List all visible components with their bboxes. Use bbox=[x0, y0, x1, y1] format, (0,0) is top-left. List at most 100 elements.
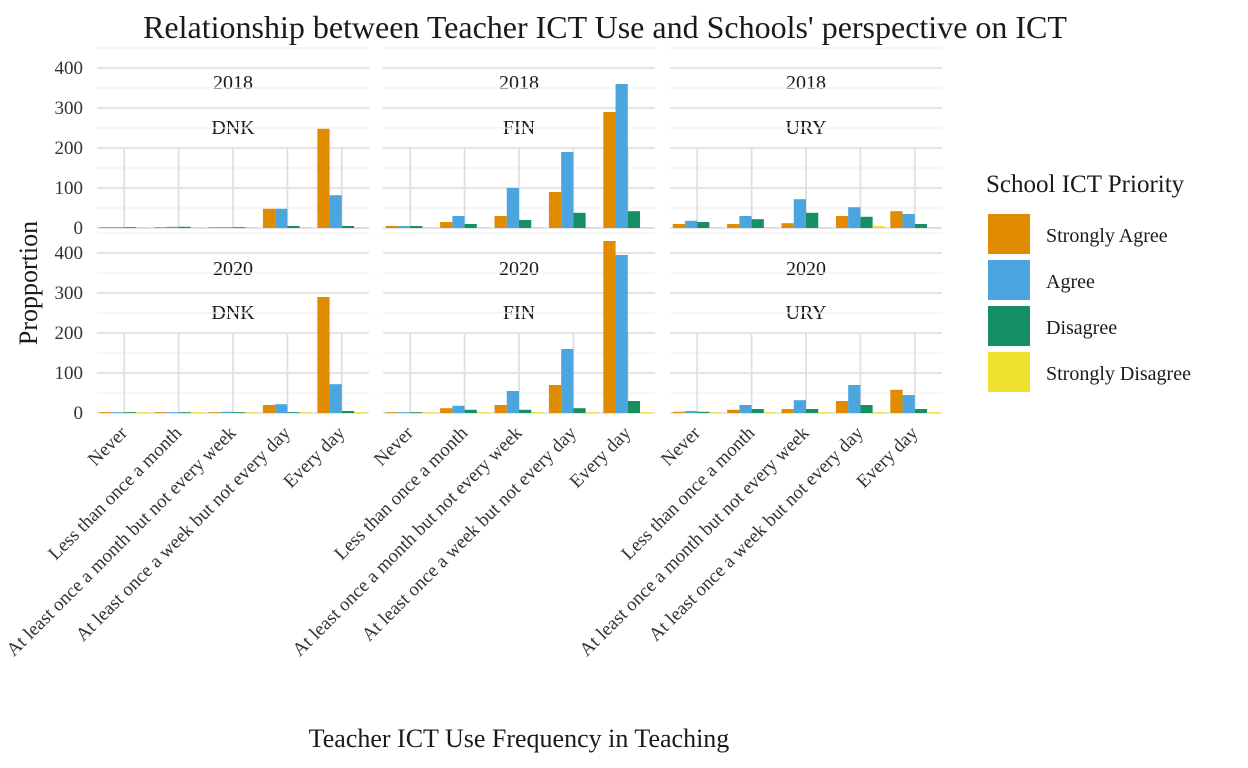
bar-agree bbox=[111, 227, 125, 228]
bar-strongly-disagree bbox=[640, 227, 653, 228]
legend-label: Disagree bbox=[1046, 317, 1117, 339]
legend-key bbox=[988, 306, 1030, 346]
bar-disagree bbox=[178, 412, 191, 413]
bar-disagree bbox=[233, 227, 246, 228]
bar-disagree bbox=[124, 227, 137, 228]
bar-agree bbox=[615, 255, 628, 413]
bar-disagree bbox=[751, 219, 764, 228]
bar-strongly-agree bbox=[781, 409, 794, 413]
legend-key bbox=[988, 352, 1030, 392]
strip-year: 2020 bbox=[499, 258, 539, 280]
bar-strongly-agree bbox=[99, 227, 112, 228]
bar-agree bbox=[684, 411, 698, 413]
legend-label: Strongly Disagree bbox=[1046, 363, 1191, 385]
bar-agree bbox=[452, 405, 465, 413]
bar-agree bbox=[506, 188, 519, 228]
bar-strongly-disagree bbox=[763, 412, 777, 413]
bar-disagree bbox=[806, 212, 819, 228]
bar-strongly-agree bbox=[317, 128, 330, 228]
bar-disagree bbox=[410, 226, 423, 228]
bar-strongly-agree bbox=[672, 411, 685, 413]
bar-disagree bbox=[341, 411, 355, 413]
bar-disagree bbox=[627, 211, 641, 228]
bar-agree bbox=[329, 195, 342, 228]
legend-title: School ICT Priority bbox=[986, 171, 1185, 198]
bar-disagree bbox=[410, 412, 423, 413]
bar-strongly-disagree bbox=[299, 227, 312, 228]
bar-strongly-disagree bbox=[640, 412, 653, 413]
panels: 2018DNK01002003004002018FIN2018URY2020DN… bbox=[3, 47, 942, 661]
bar-strongly-disagree bbox=[354, 412, 367, 413]
bar-strongly-disagree bbox=[709, 227, 722, 228]
bar-agree bbox=[506, 391, 519, 413]
bar-strongly-disagree bbox=[927, 227, 940, 228]
bar-strongly-disagree bbox=[422, 227, 435, 228]
bar-strongly-agree bbox=[727, 409, 740, 413]
bar-disagree bbox=[860, 405, 873, 413]
bar-agree bbox=[275, 404, 288, 413]
bar-agree bbox=[561, 349, 574, 413]
bar-strongly-disagree bbox=[818, 227, 831, 228]
y-tick-label: 400 bbox=[55, 58, 84, 79]
bar-disagree bbox=[914, 409, 928, 413]
x-tick-label: Never bbox=[370, 422, 418, 470]
bar-strongly-disagree bbox=[872, 412, 885, 413]
bar-disagree bbox=[573, 212, 586, 228]
bar-strongly-disagree bbox=[136, 227, 149, 228]
bar-disagree bbox=[124, 412, 137, 413]
bar-strongly-agree bbox=[385, 412, 398, 413]
legend-label: Strongly Agree bbox=[1046, 225, 1168, 247]
bar-strongly-agree bbox=[440, 408, 453, 413]
bar-strongly-agree bbox=[385, 226, 398, 228]
bar-disagree bbox=[914, 224, 928, 228]
bar-agree bbox=[684, 220, 698, 228]
bar-agree bbox=[793, 400, 806, 413]
bar-strongly-disagree bbox=[190, 227, 204, 228]
bar-strongly-agree bbox=[262, 208, 276, 228]
x-tick-label: Never bbox=[657, 422, 705, 470]
bar-agree bbox=[848, 385, 861, 413]
bar-strongly-agree bbox=[262, 405, 276, 413]
y-tick-label: 400 bbox=[55, 243, 84, 264]
bar-disagree bbox=[341, 226, 355, 228]
bar-disagree bbox=[697, 222, 710, 228]
bar-agree bbox=[902, 395, 915, 413]
y-tick-label: 100 bbox=[55, 363, 84, 384]
bar-strongly-agree bbox=[603, 112, 616, 228]
y-tick-label: 0 bbox=[74, 403, 84, 424]
bar-strongly-disagree bbox=[245, 412, 258, 413]
chart-title: Relationship between Teacher ICT Use and… bbox=[143, 9, 1067, 45]
bar-disagree bbox=[806, 409, 819, 413]
bar-agree bbox=[111, 412, 125, 413]
legend: School ICT Priority Strongly Agree Agree D… bbox=[986, 171, 1191, 392]
bar-strongly-disagree bbox=[872, 226, 885, 228]
bar-agree bbox=[166, 412, 179, 413]
bar-agree bbox=[220, 227, 233, 228]
bar-agree bbox=[452, 216, 465, 228]
bar-strongly-disagree bbox=[763, 227, 777, 228]
y-tick-label: 200 bbox=[55, 138, 84, 159]
legend-key bbox=[988, 260, 1030, 300]
bar-agree bbox=[329, 384, 342, 413]
bar-strongly-disagree bbox=[709, 412, 722, 413]
legend-key bbox=[988, 214, 1030, 254]
strip-year: 2018 bbox=[499, 72, 539, 94]
bar-strongly-agree bbox=[548, 385, 562, 413]
bar-strongly-agree bbox=[317, 297, 330, 413]
y-tick-label: 300 bbox=[55, 98, 84, 119]
bar-strongly-agree bbox=[890, 389, 903, 413]
bar-agree bbox=[166, 226, 179, 228]
bar-strongly-disagree bbox=[245, 227, 258, 228]
bar-strongly-disagree bbox=[136, 412, 149, 413]
bar-strongly-agree bbox=[99, 412, 112, 413]
bar-strongly-agree bbox=[154, 412, 167, 413]
bar-disagree bbox=[464, 224, 477, 228]
bar-strongly-agree bbox=[208, 227, 221, 228]
bar-strongly-disagree bbox=[927, 412, 940, 413]
bar-strongly-agree bbox=[440, 222, 453, 228]
bar-agree bbox=[848, 207, 861, 228]
bar-agree bbox=[793, 199, 806, 228]
x-tick-label: At least once a month but not every week bbox=[3, 422, 241, 660]
